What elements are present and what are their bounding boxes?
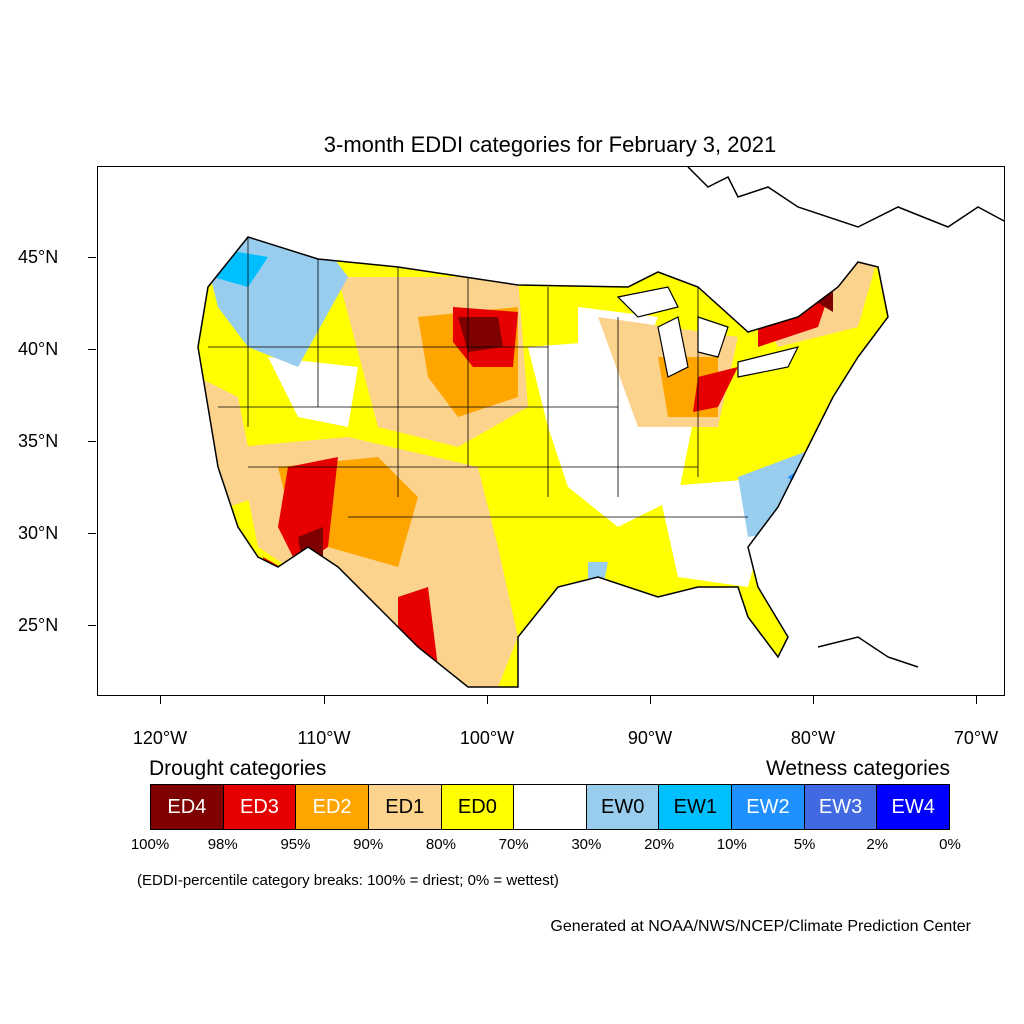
- percentile-break-label: 10%: [716, 836, 747, 853]
- y-tick: [88, 349, 96, 350]
- coastline: [197, 236, 889, 688]
- x-label-120w: 120°W: [132, 728, 188, 748]
- y-tick: [88, 441, 96, 442]
- x-tick: [324, 696, 325, 704]
- drought-categories-heading: Drought categories: [149, 757, 327, 780]
- percentile-break-label: 20%: [644, 836, 675, 853]
- map-plot-area: [97, 166, 1005, 696]
- region-neutral-west: [268, 357, 358, 427]
- legend-box-none: [514, 785, 587, 829]
- legend-box-ed2: ED2: [296, 785, 369, 829]
- percentile-break-label: 80%: [425, 836, 456, 853]
- y-tick: [88, 257, 96, 258]
- percentile-break-label: 90%: [353, 836, 384, 853]
- percentile-break-label: 70%: [498, 836, 529, 853]
- x-tick: [813, 696, 814, 704]
- percentile-break-label: 2%: [866, 836, 889, 853]
- y-label-40n: 40°N: [18, 339, 59, 359]
- percentile-break-label: 98%: [207, 836, 238, 853]
- region-ew-gulf-coast: [588, 562, 608, 587]
- x-label-70w: 70°W: [953, 728, 999, 748]
- category-breaks-note: (EDDI-percentile category breaks: 100% =…: [137, 872, 559, 889]
- y-label-35n: 35°N: [18, 431, 59, 451]
- legend-box-ew4: EW4: [877, 785, 950, 829]
- great-lakes: [616, 286, 800, 378]
- region-ed4-dakotas: [458, 317, 503, 352]
- legend-box-ed0: ED0: [441, 785, 515, 829]
- wetness-categories-heading: Wetness categories: [765, 757, 950, 780]
- legend-box-ed4: ED4: [151, 785, 224, 829]
- region-ew-north-border-deepest: [618, 207, 718, 229]
- y-tick: [88, 625, 96, 626]
- legend-box-ed3: ED3: [223, 785, 297, 829]
- y-label-30n: 30°N: [18, 523, 59, 543]
- region-ew-north-border-deep: [578, 202, 738, 237]
- eddi-map: [197, 167, 1004, 688]
- x-tick: [650, 696, 651, 704]
- y-tick: [88, 533, 96, 534]
- x-tick: [160, 696, 161, 704]
- y-label-45n: 45°N: [18, 247, 59, 267]
- cuba-coast: [817, 636, 919, 668]
- x-label-110w: 110°W: [297, 728, 351, 748]
- x-label-80w: 80°W: [790, 728, 836, 748]
- legend-box-ew2: EW2: [732, 785, 805, 829]
- map-title: 3-month EDDI categories for February 3, …: [323, 132, 777, 157]
- percentile-break-label: 95%: [280, 836, 311, 853]
- x-tick: [976, 696, 977, 704]
- region-ew-north-border: [428, 237, 758, 247]
- percentile-break-label: 0%: [939, 836, 961, 853]
- region-ed1-california: [198, 377, 258, 507]
- region-ed3-baja: [263, 557, 298, 637]
- credit-line: Generated at NOAA/NWS/NCEP/Climate Predi…: [550, 918, 971, 935]
- percentile-break-label: 100%: [130, 836, 170, 853]
- canada-coast: [687, 167, 1004, 228]
- legend-box-ed1: ED1: [368, 785, 442, 829]
- percentile-break-label: 30%: [571, 836, 602, 853]
- y-label-25n: 25°N: [18, 615, 59, 635]
- legend-box-ew1: EW1: [659, 785, 733, 829]
- legend-box-ew3: EW3: [804, 785, 878, 829]
- percentile-break-label: 5%: [793, 836, 816, 853]
- region-ed3-ohio: [693, 367, 738, 412]
- x-label-100w: 100°W: [459, 728, 515, 748]
- legend-box-ew0: EW0: [586, 785, 660, 829]
- category-legend: ED4 ED3 ED2 ED1 ED0 EW0 EW1 EW2 EW3 EW4: [150, 784, 950, 830]
- x-label-90w: 90°W: [627, 728, 673, 748]
- x-tick: [487, 696, 488, 704]
- state-border-lines: [208, 237, 748, 518]
